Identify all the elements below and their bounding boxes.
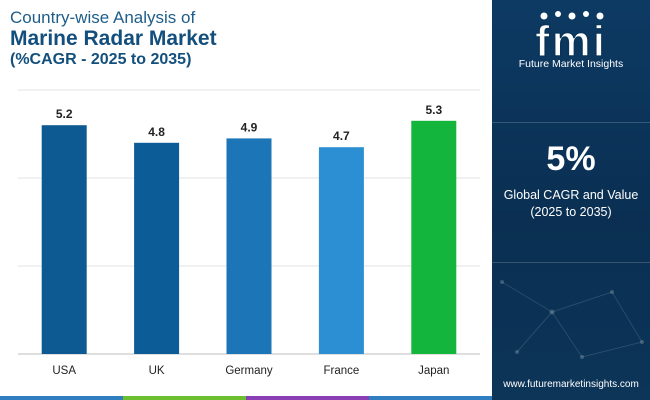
x-tick-label: Germany [225, 365, 273, 377]
chart-title-block: Country-wise Analysis of Marine Radar Ma… [10, 8, 217, 69]
data-label: 4.7 [333, 129, 350, 143]
x-tick-label: USA [52, 365, 76, 377]
chart-title-line1: Country-wise Analysis of [10, 8, 196, 27]
side-panel: fmi Future Market Insights 5% Global CAG… [492, 0, 650, 400]
bar-chart: 5.2 USA 4.8 UK 4.9 Germany 4.7 France 5.3 Japan [18, 89, 480, 377]
fmi-logo: fmi [534, 11, 607, 67]
global-cagr-value: 5% [546, 140, 596, 178]
divider [492, 262, 650, 263]
chart-title-line3: (%CAGR - 2025 to 2035) [10, 51, 192, 68]
data-label: 5.3 [425, 103, 442, 117]
website-url[interactable]: www.futuremarketinsights.com [503, 379, 639, 390]
x-tick-label: UK [149, 365, 165, 377]
data-label: 5.2 [56, 107, 73, 121]
chart-title-line2: Marine Radar Market [10, 27, 217, 50]
x-tick-label: France [324, 365, 360, 377]
data-label: 4.9 [241, 120, 258, 134]
bar-japan [411, 120, 457, 354]
strip-segment [0, 396, 123, 400]
bar-uk [134, 142, 180, 354]
bottom-color-strip [0, 396, 492, 400]
logo-subtitle: Future Market Insights [518, 58, 624, 70]
logo-icons [540, 11, 604, 20]
x-tick-label: Japan [418, 365, 449, 377]
divider [492, 122, 650, 123]
strip-segment [369, 396, 492, 400]
decorative-network-graphic [500, 280, 644, 359]
bar-france [318, 147, 364, 354]
strip-segment [246, 396, 369, 400]
data-label: 4.8 [148, 125, 165, 139]
global-cagr-period: (2025 to 2035) [530, 205, 612, 219]
bar-usa [41, 125, 87, 354]
bar-germany [226, 138, 272, 354]
logo-text: fmi [535, 17, 607, 66]
global-cagr-label: Global CAGR and Value [503, 188, 639, 202]
strip-segment [123, 396, 246, 400]
